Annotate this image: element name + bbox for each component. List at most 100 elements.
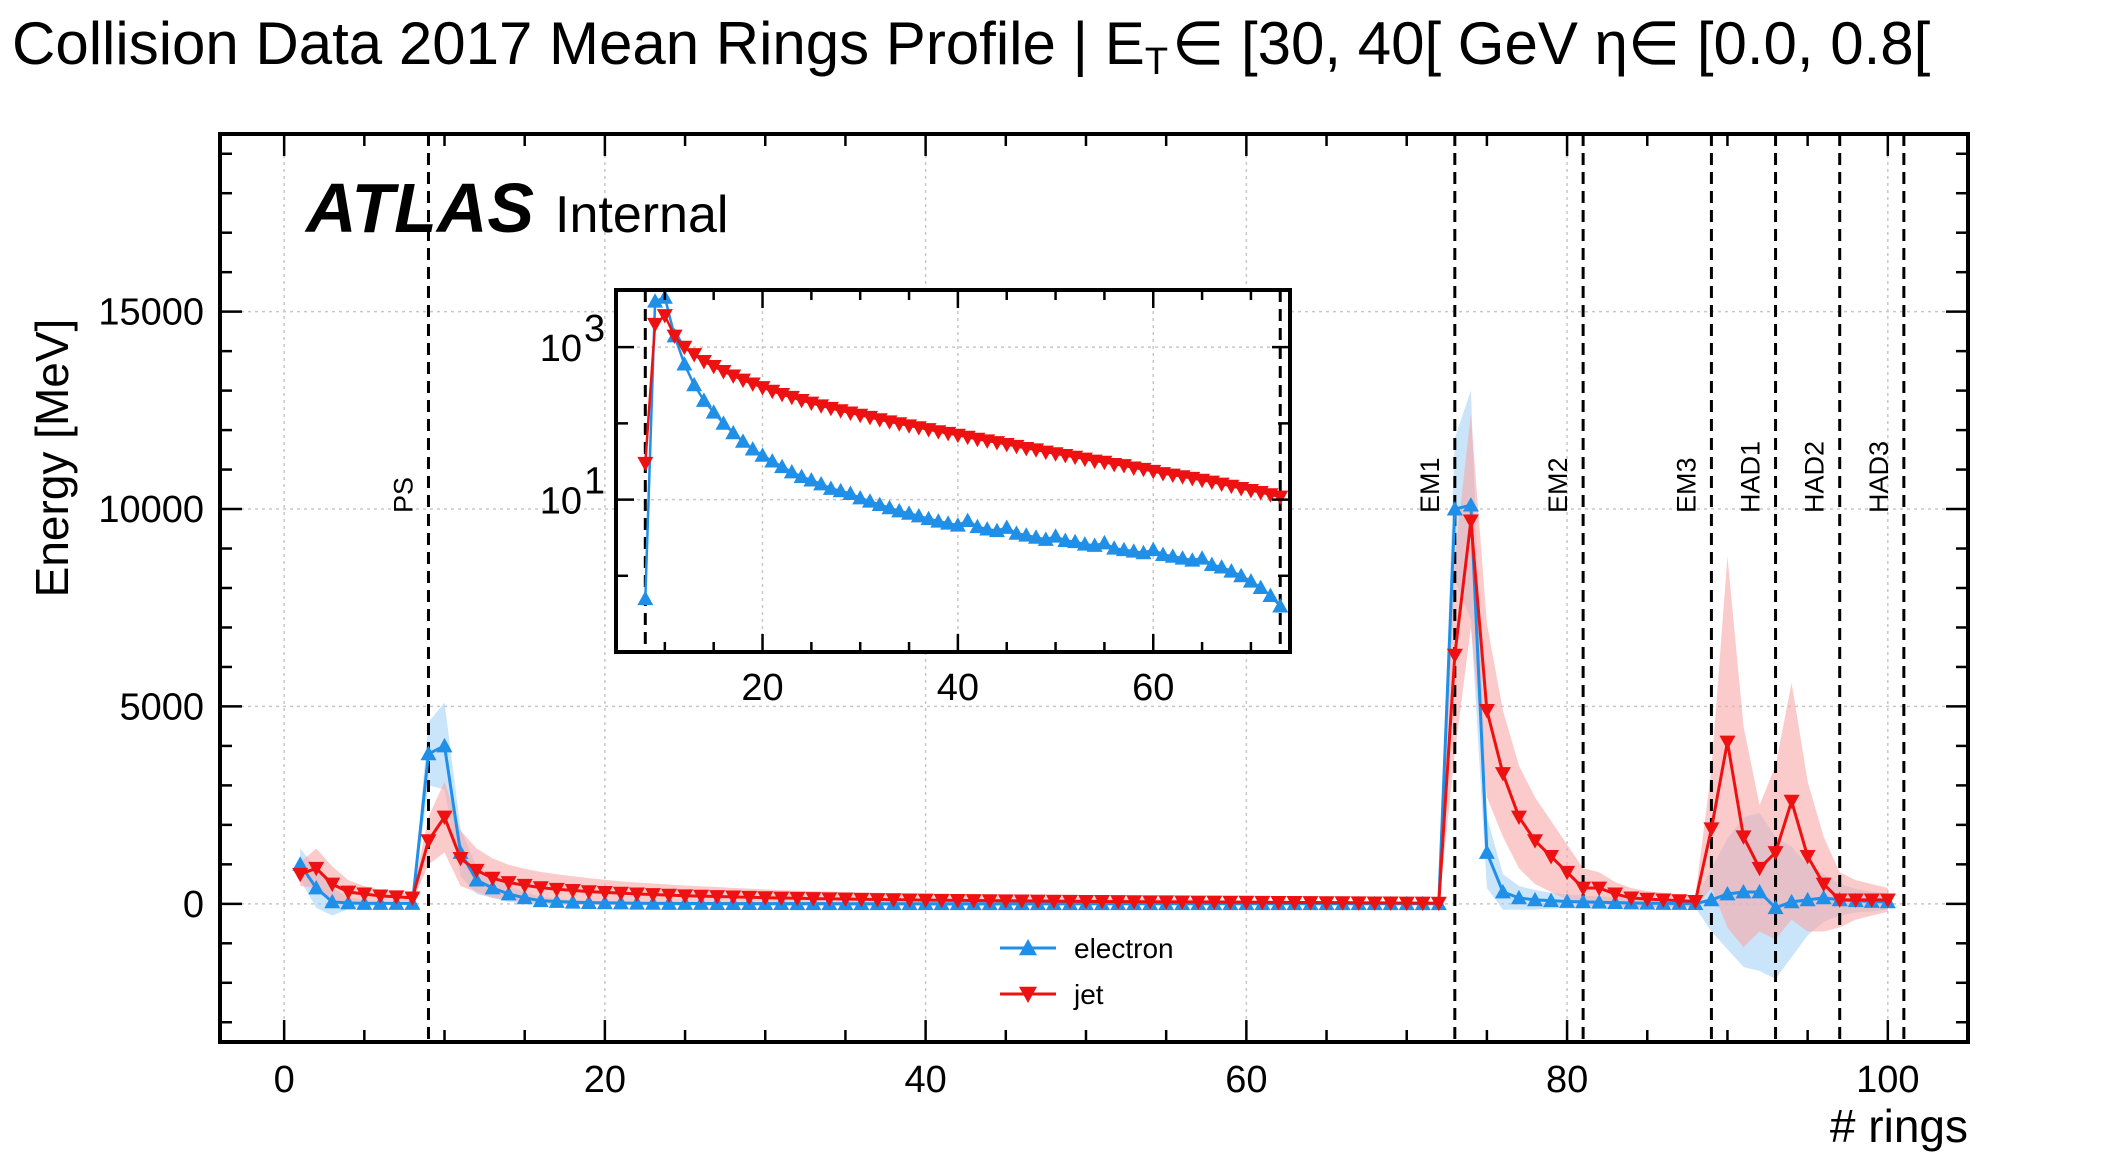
jet-point [1799, 850, 1816, 865]
jet-point [1222, 895, 1239, 911]
jet-point [1158, 895, 1175, 910]
jet-point [1061, 894, 1078, 910]
inset-y-tick-exponent: 1 [584, 461, 605, 503]
jet-point [628, 887, 645, 902]
electron-point [1510, 889, 1527, 905]
jet-point [981, 894, 998, 909]
inset-jet-point [666, 329, 683, 345]
jet-point [853, 892, 870, 908]
inset-electron-point [969, 518, 986, 534]
jet-point [564, 884, 581, 899]
inset-electron-point [1008, 525, 1025, 540]
electron-point [644, 895, 661, 910]
jet-point [1831, 893, 1848, 908]
electron-point [484, 880, 501, 895]
jet-point [661, 888, 678, 904]
jet-point [1607, 887, 1624, 902]
jet-point [644, 888, 661, 903]
region-label-ps: PS [388, 477, 418, 513]
electron-point [356, 895, 373, 910]
inset-electron-point [734, 433, 751, 448]
inset-electron-point [637, 590, 654, 606]
electron-point [1527, 891, 1544, 907]
jet-point [1077, 894, 1094, 910]
jet-point [1270, 895, 1287, 911]
jet-point [596, 885, 613, 901]
jet-point [949, 893, 966, 909]
inset-electron-point [1194, 550, 1211, 565]
jet-point [1094, 895, 1111, 910]
jet-point [1783, 794, 1800, 810]
jet-point [1815, 877, 1832, 893]
jet-point [1446, 648, 1463, 664]
inset-jet-point [744, 377, 761, 392]
jet-point [901, 893, 918, 908]
inset-y-tick-exponent: 3 [584, 308, 605, 350]
jet-point [500, 876, 517, 891]
jet-point [1110, 895, 1127, 910]
region-label-had1: HAD1 [1736, 441, 1766, 513]
inset-electron-point [1076, 536, 1093, 551]
inset-electron-point [1164, 548, 1181, 563]
jet-point [965, 894, 982, 909]
inset-electron-point [705, 404, 722, 419]
inset-jet-point [676, 340, 693, 356]
inset-electron-point [930, 513, 947, 528]
jet-point [1350, 896, 1367, 911]
inset-electron-point [861, 493, 878, 508]
series-line-electron [298, 503, 1888, 910]
jet-point [933, 893, 950, 909]
electron-point [612, 895, 629, 910]
y-tick-label: 0 [183, 884, 204, 926]
jet-point [1510, 810, 1527, 825]
error-band-electron [300, 390, 1888, 979]
jet-point [1735, 830, 1752, 845]
legend-marker-jet [1019, 986, 1037, 1003]
region-label-em1: EM1 [1415, 458, 1445, 514]
electron-point [292, 856, 309, 871]
jet-point [468, 863, 485, 879]
jet-point [1639, 892, 1656, 908]
electron-point [564, 894, 581, 909]
jet-point [773, 891, 790, 906]
jet-point [532, 881, 549, 896]
inset-electron-point [949, 517, 966, 532]
axis-ticks: 0 20 40 60 80 100 0 5000 10000 15000 [98, 134, 1970, 1101]
jet-point [1126, 895, 1143, 910]
electron-point [1783, 893, 1800, 909]
y-axis-label: Energy [MeV] [26, 319, 78, 598]
jet-point [725, 890, 742, 905]
electron-point [436, 737, 453, 753]
electron-point [548, 893, 565, 908]
legend: electron jet [1000, 933, 1174, 1010]
inset-electron-point [1018, 527, 1035, 542]
inset-frame [614, 288, 1292, 654]
inset-electron-point [871, 496, 888, 511]
jet-point [1703, 822, 1720, 837]
region-label-em2: EM2 [1543, 458, 1573, 514]
jet-point [1575, 881, 1592, 897]
jet-point [805, 892, 822, 907]
inset-x-tick-label: 60 [1132, 667, 1174, 709]
electron-point [1815, 889, 1832, 905]
jet-point [1687, 895, 1704, 910]
inset-electron-point [842, 485, 859, 500]
jet-point [1671, 894, 1688, 909]
inset-electron-point [1203, 556, 1220, 572]
inset-electron-point [793, 468, 810, 484]
jet-point [1559, 865, 1576, 881]
inset-x-tick-label: 20 [741, 667, 783, 709]
jet-point [1318, 896, 1335, 911]
jet-point [741, 890, 758, 906]
jet-point [404, 891, 421, 906]
jet-point [837, 892, 854, 908]
jet-point [340, 885, 357, 900]
inset-electron-point [1252, 579, 1269, 594]
electron-point [1478, 844, 1495, 859]
electron-point [1767, 899, 1784, 915]
jet-point [1238, 895, 1255, 911]
electron-point [516, 889, 533, 905]
jet-point [1767, 846, 1784, 861]
